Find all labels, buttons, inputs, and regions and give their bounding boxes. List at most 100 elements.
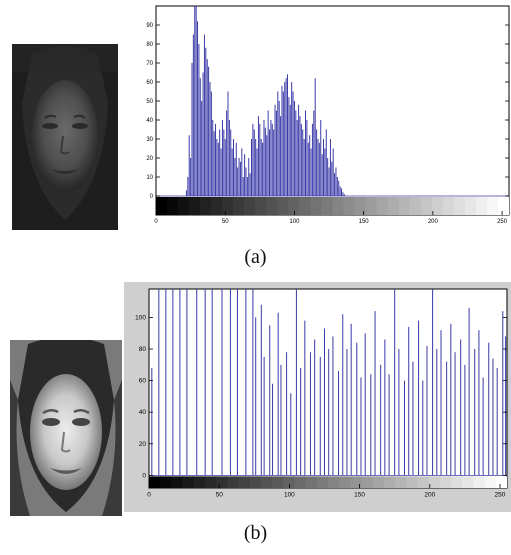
colorbar-segment xyxy=(473,476,486,488)
colorbar-segment xyxy=(249,476,262,488)
colorbar-segment xyxy=(387,197,400,215)
y-tick-label: 20 xyxy=(146,156,153,162)
y-tick-label: 60 xyxy=(146,80,153,86)
colorbar-segment xyxy=(484,476,497,488)
colorbar-segment xyxy=(409,197,422,215)
colorbar-segment xyxy=(339,476,351,488)
colorbar-segment xyxy=(294,476,307,488)
x-tick-label: 0 xyxy=(154,219,158,225)
y-tick-label: 20 xyxy=(139,441,147,448)
y-tick-label: 70 xyxy=(146,61,153,67)
colorbar-segment xyxy=(495,476,507,488)
y-tick-label: 80 xyxy=(139,346,147,353)
colorbar-segment xyxy=(420,197,433,215)
x-tick-label: 250 xyxy=(495,492,506,499)
colorbar-segment xyxy=(216,476,228,488)
y-tick-label: 60 xyxy=(139,378,147,385)
colorbar-segment xyxy=(365,197,378,215)
colorbar-segment xyxy=(497,197,509,215)
colorbar-segment xyxy=(343,197,356,215)
colorbar-segment xyxy=(238,476,251,488)
colorbar-segment xyxy=(255,197,267,215)
y-tick-label: 50 xyxy=(146,99,153,105)
face-image-b xyxy=(10,340,122,516)
colorbar-segment xyxy=(486,197,499,215)
caption-a: (a) xyxy=(244,246,267,268)
colorbar-segment xyxy=(227,476,240,488)
colorbar-segment xyxy=(354,197,367,215)
colorbar-segment xyxy=(299,197,312,215)
colorbar-segment xyxy=(361,476,374,488)
colorbar-segment xyxy=(453,197,466,215)
x-tick-label: 100 xyxy=(284,492,295,499)
colorbar-segment xyxy=(277,197,289,215)
y-tick-label: 100 xyxy=(135,314,146,321)
colorbar-segment xyxy=(189,197,201,215)
x-tick-label: 50 xyxy=(222,219,229,225)
colorbar-segment xyxy=(451,476,463,488)
y-tick-label: 80 xyxy=(146,42,153,48)
y-tick-label: 90 xyxy=(146,23,153,29)
colorbar-segment xyxy=(328,476,340,488)
colorbar-segment xyxy=(244,197,256,215)
caption-b: (b) xyxy=(243,522,268,544)
colorbar-segment xyxy=(171,476,184,488)
colorbar-segment xyxy=(204,476,217,488)
x-tick-label: 0 xyxy=(147,492,151,499)
bars xyxy=(156,6,509,215)
colorbar-segment xyxy=(462,476,475,488)
y-tick-label: 10 xyxy=(146,175,153,181)
face-image-a xyxy=(12,44,118,230)
colorbar-segment xyxy=(350,476,363,488)
colorbar-segment xyxy=(464,197,477,215)
colorbar-segment xyxy=(406,476,419,488)
colorbar-segment xyxy=(288,197,301,215)
colorbar-segment xyxy=(283,476,296,488)
colorbar-segment xyxy=(372,476,385,488)
colorbar-segment xyxy=(321,197,334,215)
x-tick-label: 100 xyxy=(289,219,300,225)
y-tick-label: 30 xyxy=(146,137,153,143)
colorbar-segment xyxy=(383,476,396,488)
colorbar-segment xyxy=(310,197,323,215)
y-tick-label: 40 xyxy=(146,118,153,124)
colorbar-segment xyxy=(266,197,278,215)
colorbar-segment xyxy=(439,476,452,488)
colorbar-segment xyxy=(193,476,206,488)
y-tick-label: 0 xyxy=(150,194,154,200)
x-tick-label: 150 xyxy=(359,219,370,225)
colorbar-segment xyxy=(233,197,245,215)
colorbar-segment xyxy=(398,197,411,215)
colorbar-segment xyxy=(156,197,168,215)
y-tick-label: 40 xyxy=(139,409,147,416)
colorbar-segment xyxy=(475,197,488,215)
histogram-b: 0 20 40 60 80 100 0 50 100 150 200 250 xyxy=(124,282,511,512)
x-tick-label: 200 xyxy=(424,492,435,499)
colorbar-segment xyxy=(442,197,455,215)
colorbar-segment xyxy=(149,476,161,488)
plot-area xyxy=(155,5,510,216)
colorbar-segment xyxy=(305,476,318,488)
colorbar-segment xyxy=(222,197,234,215)
y-tick-label: 0 xyxy=(142,472,146,479)
colorbar-segment xyxy=(272,476,284,488)
colorbar-segment xyxy=(332,197,345,215)
colorbar-segment xyxy=(211,197,223,215)
colorbar-segment xyxy=(200,197,212,215)
histogram-a: 0 10 20 30 40 50 60 70 80 90 0 50 100 150 200 250 xyxy=(146,5,510,225)
colorbar-segment xyxy=(167,197,179,215)
colorbar-segment xyxy=(417,476,430,488)
colorbar-segment xyxy=(260,476,273,488)
x-tick-label: 50 xyxy=(216,492,224,499)
bars xyxy=(149,289,507,488)
colorbar-segment xyxy=(160,476,172,488)
colorbar-segment xyxy=(431,197,444,215)
colorbar-segment xyxy=(316,476,329,488)
colorbar-segment xyxy=(395,476,407,488)
x-tick-label: 150 xyxy=(354,492,365,499)
plot-area xyxy=(148,288,508,489)
colorbar-segment xyxy=(376,197,389,215)
colorbar-segment xyxy=(178,197,190,215)
colorbar-segment xyxy=(182,476,195,488)
x-tick-label: 250 xyxy=(497,219,508,225)
